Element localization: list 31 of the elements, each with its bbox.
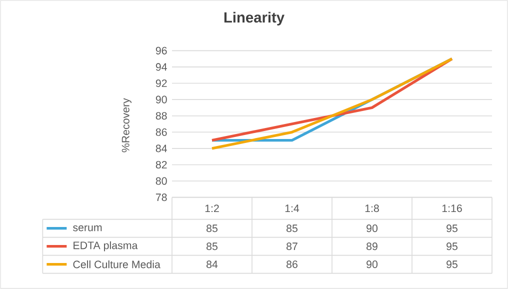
- data-label: 95: [446, 224, 458, 232]
- data-label: 87: [286, 242, 298, 250]
- y-tick-label: 80: [156, 177, 167, 185]
- legend-label: serum: [73, 225, 102, 232]
- data-label: 85: [286, 224, 298, 232]
- x-tick-label: 1:2: [205, 204, 219, 212]
- y-tick-label: 92: [156, 79, 167, 88]
- y-tick-label: 86: [156, 128, 167, 136]
- y-tick-label: 90: [156, 96, 167, 104]
- y-tick-label: 82: [156, 160, 167, 169]
- y-tick-label: 78: [156, 194, 167, 202]
- x-tick-label: 1:8: [365, 204, 379, 212]
- legend-label: Cell Culture Media: [73, 260, 160, 268]
- data-label: 95: [446, 242, 458, 250]
- y-tick-label: 94: [156, 63, 167, 71]
- x-tick-label: 1:4: [285, 204, 300, 212]
- y-tick-label: 84: [156, 144, 167, 152]
- data-label: 85: [206, 242, 218, 250]
- data-label: 85: [206, 224, 218, 232]
- data-label: 89: [366, 242, 378, 250]
- legend-label: EDTA plasma: [74, 241, 138, 252]
- y-tick-label: 96: [156, 46, 167, 54]
- x-tick-label: 1:16: [442, 204, 462, 212]
- data-label: 95: [446, 260, 458, 268]
- data-label: 86: [286, 260, 298, 268]
- chart-title: Linearity: [224, 12, 284, 26]
- y-tick-label: 88: [156, 112, 167, 120]
- data-label: 90: [366, 260, 378, 268]
- data-label: 84: [206, 260, 218, 268]
- y-axis-title: %Recovery: [122, 98, 132, 152]
- data-label: 90: [366, 224, 378, 232]
